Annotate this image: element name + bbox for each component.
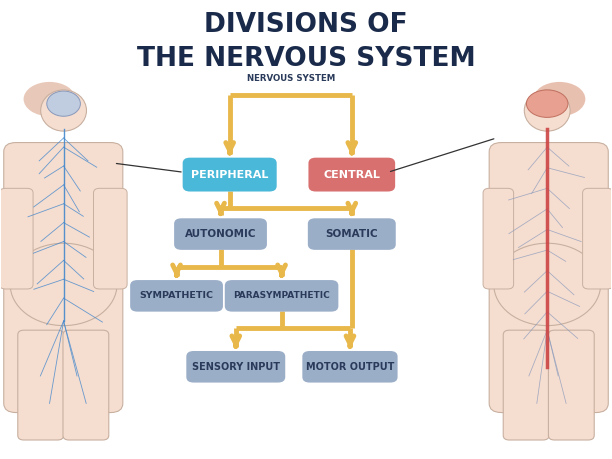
FancyBboxPatch shape [225,280,338,312]
FancyBboxPatch shape [94,188,127,289]
FancyBboxPatch shape [0,188,33,289]
Text: CENTRAL: CENTRAL [323,169,380,179]
Text: THE NERVOUS SYSTEM: THE NERVOUS SYSTEM [136,46,476,73]
Text: PERIPHERAL: PERIPHERAL [191,169,268,179]
Text: SENSORY INPUT: SENSORY INPUT [192,362,280,372]
FancyBboxPatch shape [174,218,267,250]
Text: PARASYMPATHETIC: PARASYMPATHETIC [233,291,330,300]
Ellipse shape [524,90,570,131]
Ellipse shape [534,82,585,116]
FancyBboxPatch shape [182,157,277,191]
Ellipse shape [40,90,86,131]
Ellipse shape [494,243,600,325]
Text: SYMPATHETIC: SYMPATHETIC [140,291,214,300]
Ellipse shape [24,82,75,116]
Text: NERVOUS SYSTEM: NERVOUS SYSTEM [247,74,335,83]
FancyBboxPatch shape [583,188,612,289]
FancyBboxPatch shape [483,188,513,289]
FancyBboxPatch shape [63,330,109,440]
Text: MOTOR OUTPUT: MOTOR OUTPUT [306,362,394,372]
Text: DIVISIONS OF: DIVISIONS OF [204,12,408,38]
FancyBboxPatch shape [302,351,398,382]
Text: AUTONOMIC: AUTONOMIC [185,229,256,239]
FancyBboxPatch shape [186,351,285,382]
FancyBboxPatch shape [308,218,396,250]
FancyBboxPatch shape [503,330,549,440]
Text: SOMATIC: SOMATIC [326,229,378,239]
Ellipse shape [526,90,568,118]
Ellipse shape [10,243,117,325]
FancyBboxPatch shape [4,143,123,413]
FancyBboxPatch shape [18,330,64,440]
FancyBboxPatch shape [548,330,594,440]
FancyBboxPatch shape [130,280,223,312]
FancyBboxPatch shape [308,157,395,191]
FancyBboxPatch shape [489,143,608,413]
Ellipse shape [47,91,80,116]
